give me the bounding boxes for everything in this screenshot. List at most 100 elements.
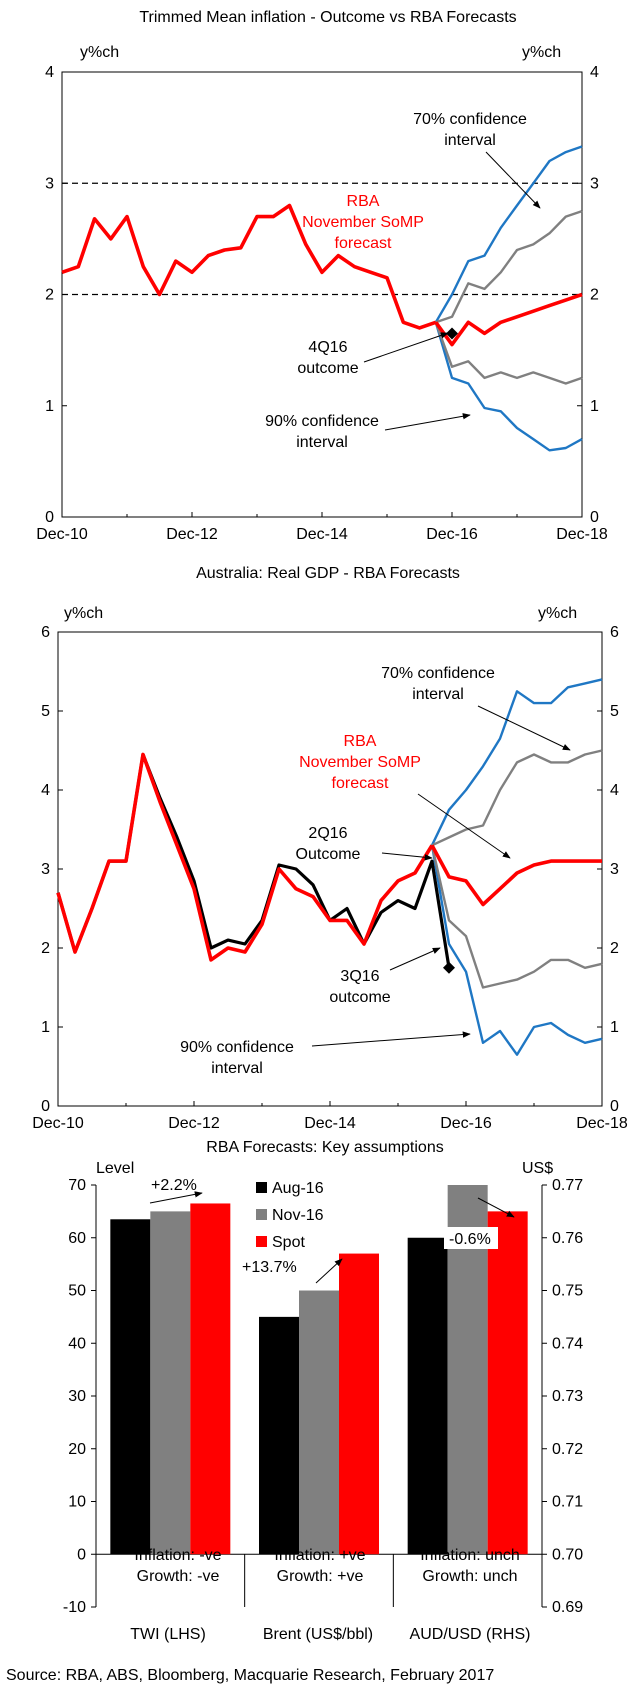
note-twi-inflation: Inflation: -ve [134,1547,221,1564]
xtick-label: Dec-18 [576,1115,628,1132]
chart1-annotation-ci90: 90% confidence interval [265,413,471,451]
chart2-ci70-line2: interval [412,686,464,703]
ytick-label-right: 6 [610,624,619,641]
chart3-category-notes: Inflation: -ve Growth: -ve Inflation: +v… [134,1547,519,1585]
chart1-ylabel-right: y%ch [522,44,561,61]
xtick-label: Dec-12 [166,526,218,543]
note-brent-growth: Growth: +ve [277,1568,364,1585]
ytick-label-right: 4 [590,64,599,81]
xtick-label: Dec-10 [32,1115,84,1132]
category-label-brent: Brent (US$/bbl) [263,1626,373,1643]
note-twi-growth: Growth: -ve [137,1568,220,1585]
series-70-confidence-interval-upper [431,749,603,847]
chart2-axes: 0 0 1 1 2 2 3 3 4 4 5 5 6 6 Dec-10 Dec-12 Dec-14 Dec-16 De… [32,624,628,1132]
ytick-label-right: 0.71 [552,1494,583,1511]
change-arrow-brent [315,1258,343,1284]
change-label-twi: +2.2% [151,1177,197,1194]
chart1-ylabel-left: y%ch [80,44,119,61]
chart2-3q16-line1: 3Q16 [340,968,379,985]
chart2-rba-line1: RBA [344,733,377,750]
chart3-category-labels: TWI (LHS) Brent (US$/bbl) AUD/USD (RHS) [130,1626,530,1643]
chart1-reference-lines [62,182,582,296]
note-brent-inflation: Inflation: +ve [274,1547,365,1564]
ytick-label-left: 60 [68,1230,86,1247]
chart1-ci70-arrow [485,151,541,209]
chart2-ci90-arrow [311,1031,471,1047]
marker-4q16-outcome [446,327,458,340]
ytick-label-right: 2 [610,940,619,957]
inflation-chart: Trimmed Mean inflation - Outcome vs RBA … [36,9,608,543]
chart2-3q16-arrow [389,947,441,971]
ytick-label-right: 3 [610,861,619,878]
chart1-markers [446,327,458,340]
series-70-confidence-interval-lower [434,321,583,385]
bar-twi-lhs-nov-16 [150,1211,191,1555]
xtick-label: Dec-12 [168,1115,220,1132]
chart2-ci90-line2: interval [211,1060,263,1077]
ytick-label-right: 0.69 [552,1599,583,1616]
series-trimmed-mean-inflation-actual [61,203,437,330]
ytick-label-right: 1 [610,1019,619,1036]
legend-label-nov16: Nov-16 [272,1207,324,1224]
bar-twi-lhs-spot [190,1203,231,1555]
ytick-label-left: 30 [68,1388,86,1405]
chart2-annotation-2q16: 2Q16 Outcome [296,825,433,863]
chart2-ci70-arrow [477,705,571,751]
chart1-ci90-arrow [384,413,471,431]
ytick-label-right: 1 [590,398,599,415]
ytick-label-right: 3 [590,175,599,192]
bar-brent-us-bbl-nov-16 [299,1290,339,1555]
legend-label-aug16: Aug-16 [272,1180,324,1197]
bar-brent-us-bbl-spot [339,1253,379,1555]
chart3-ylabel-right: US$ [522,1160,553,1177]
chart2-2q16-line2: Outcome [296,846,361,863]
note-aud-growth: Growth: unch [422,1568,517,1585]
chart2-annotation-ci70: 70% confidence interval [381,665,571,751]
chart1-rba-line2: November SoMP [302,214,424,231]
ytick-label-left: 2 [45,287,54,304]
chart2-annotation-ci90: 90% confidence interval [180,1031,471,1077]
series-90-confidence-interval-upper [434,145,583,323]
ytick-label-right: 0.74 [552,1335,583,1352]
note-aud-inflation: Inflation: unch [420,1547,520,1564]
ytick-label-right: 0 [610,1098,619,1115]
ytick-label-right: 0.77 [552,1177,583,1194]
ytick-label-left: -10 [63,1599,86,1616]
ytick-label-right: 0.70 [552,1546,583,1563]
marker-3q16-outcome [443,961,455,974]
bar-aud-usd-rhs-spot [487,1211,528,1555]
ytick-label-left: 4 [41,782,50,799]
chart3-title: RBA Forecasts: Key assumptions [206,1139,443,1156]
bar-aud-usd-rhs-aug-16 [407,1237,448,1555]
chart3-legend: Aug-16 Nov-16 Spot [256,1180,324,1251]
legend-swatch-nov16 [256,1209,267,1220]
chart2-series [56,678,603,1056]
ytick-label-left: 2 [41,940,50,957]
chart1-axes: 0 0 1 1 2 2 3 3 4 4 Dec-10 Dec-12 Dec-14 Dec-16 Dec-18 [36,64,608,543]
chart1-rba-line3: forecast [335,235,392,252]
xtick-label: Dec-18 [556,526,608,543]
series-real-gdp-rba-estimate [56,752,434,962]
change-label-brent: +13.7% [242,1259,297,1276]
gdp-chart: Australia: Real GDP - RBA Forecasts y%ch… [32,565,628,1132]
chart1-annotation-outcome: 4Q16 outcome [297,332,449,377]
chart1-annotation-ci70: 70% confidence interval [413,111,541,209]
category-label-twi: TWI (LHS) [130,1626,206,1643]
chart3-axes: -10 0 10 20 30 40 50 60 70 0.69 0.70 0.71 0.72 0.73 0.… [63,1177,583,1616]
chart2-2q16-arrow [381,852,433,861]
xtick-label: Dec-14 [304,1115,356,1132]
chart2-rba-line2: November SoMP [299,754,421,771]
chart2-annotation-rba: RBA November SoMP forecast [299,733,511,859]
chart3-bars [110,1185,528,1555]
series-90-confidence-interval-upper [430,678,603,846]
chart2-frame [57,631,603,1107]
ytick-label-right: 2 [590,287,599,304]
chart2-ci90-line1: 90% confidence [180,1039,294,1056]
chart1-ci70-line2: interval [444,132,496,149]
series-90-confidence-interval-lower [434,321,583,452]
chart1-annotation-rba: RBA November SoMP forecast [302,193,424,252]
ytick-label-left: 0 [45,509,54,526]
chart2-ylabel-left: y%ch [64,605,103,622]
xtick-label: Dec-16 [440,1115,492,1132]
ytick-label-left: 70 [68,1177,86,1194]
